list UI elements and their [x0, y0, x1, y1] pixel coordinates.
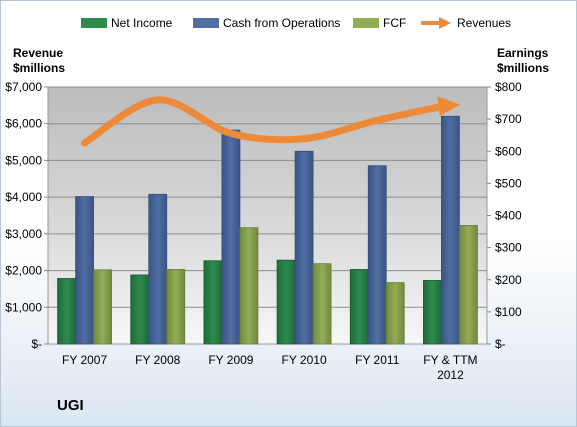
fcf-bar [312, 263, 332, 345]
left-tick-label: $3,000 [5, 227, 42, 241]
legend-cash-ops-swatch [193, 18, 219, 28]
right-axis-title-line-1: Earnings [497, 46, 549, 60]
revenues-arrowhead [437, 96, 461, 117]
right-tick-label: $100 [495, 305, 522, 319]
right-tick-label: $800 [495, 80, 522, 94]
cash-ops-bar [148, 193, 168, 345]
left-tick-label: $1,000 [5, 300, 42, 314]
net-income-bar [423, 279, 442, 345]
fcf-bar [166, 269, 186, 345]
x-tick-label: FY 2007 [62, 353, 107, 367]
net-income-bar [203, 260, 223, 345]
right-axis-title-line-2: $millions [497, 61, 550, 75]
legend-fcf-label: FCF [383, 16, 407, 30]
right-tick-label: $500 [495, 176, 522, 190]
fcf-bar [385, 282, 405, 345]
x-tick-label: 2012 [437, 368, 464, 382]
left-tick-label: $5,000 [5, 153, 42, 167]
x-tick-label: FY 2008 [135, 353, 180, 367]
legend-net-income-label: Net Income [111, 16, 173, 30]
legend-fcf: FCF [353, 16, 406, 30]
x-tick-label: FY 2010 [282, 353, 327, 367]
right-tick-label: $600 [495, 144, 522, 158]
legend-revenues-arrow-icon [421, 17, 451, 29]
fcf-bar [93, 269, 112, 345]
right-tick-label: $400 [495, 209, 522, 223]
left-tick-label: $- [31, 337, 42, 351]
left-axis-title-line-2: $millions [13, 61, 66, 75]
legend-fcf-swatch [353, 18, 379, 28]
legend-net-income-swatch [81, 18, 107, 28]
right-axis-title: Earnings $millions [497, 46, 549, 76]
fcf-bar [239, 227, 259, 345]
right-tick-label: $300 [495, 241, 522, 255]
company-label: UGI [57, 397, 84, 414]
cash-ops-bar [294, 150, 314, 345]
right-tick-label: $700 [495, 112, 522, 126]
x-tick-label: FY & TTM [423, 353, 477, 367]
legend-revenues: Revenues [419, 16, 511, 30]
cash-ops-bar [221, 129, 241, 345]
legend-net-income: Net Income [81, 16, 172, 30]
left-tick-label: $4,000 [5, 190, 42, 204]
legend-revenues-label: Revenues [457, 16, 512, 30]
cash-ops-bar [367, 165, 387, 345]
revenues-line [81, 96, 454, 147]
net-income-bar [130, 274, 150, 345]
right-tick-label: $- [495, 337, 506, 351]
left-tick-label: $7,000 [5, 80, 42, 94]
cash-ops-bar [75, 196, 94, 345]
cash-ops-bar [441, 115, 460, 345]
x-tick-label: FY 2009 [208, 353, 253, 367]
left-axis-title: Revenue $millions [13, 46, 65, 76]
fcf-bar [459, 225, 478, 345]
x-tick-label: FY 2011 [355, 353, 400, 367]
net-income-bar [349, 269, 369, 345]
net-income-bar [57, 278, 76, 345]
net-income-bar [276, 259, 296, 345]
left-tick-label: $6,000 [5, 117, 42, 131]
left-tick-label: $2,000 [5, 264, 42, 278]
left-axis-title-line-1: Revenue [13, 46, 64, 60]
legend-cash-ops: Cash from Operations [193, 16, 340, 30]
right-tick-label: $200 [495, 273, 522, 287]
plot-area [47, 86, 488, 345]
legend-cash-ops-label: Cash from Operations [223, 16, 341, 30]
